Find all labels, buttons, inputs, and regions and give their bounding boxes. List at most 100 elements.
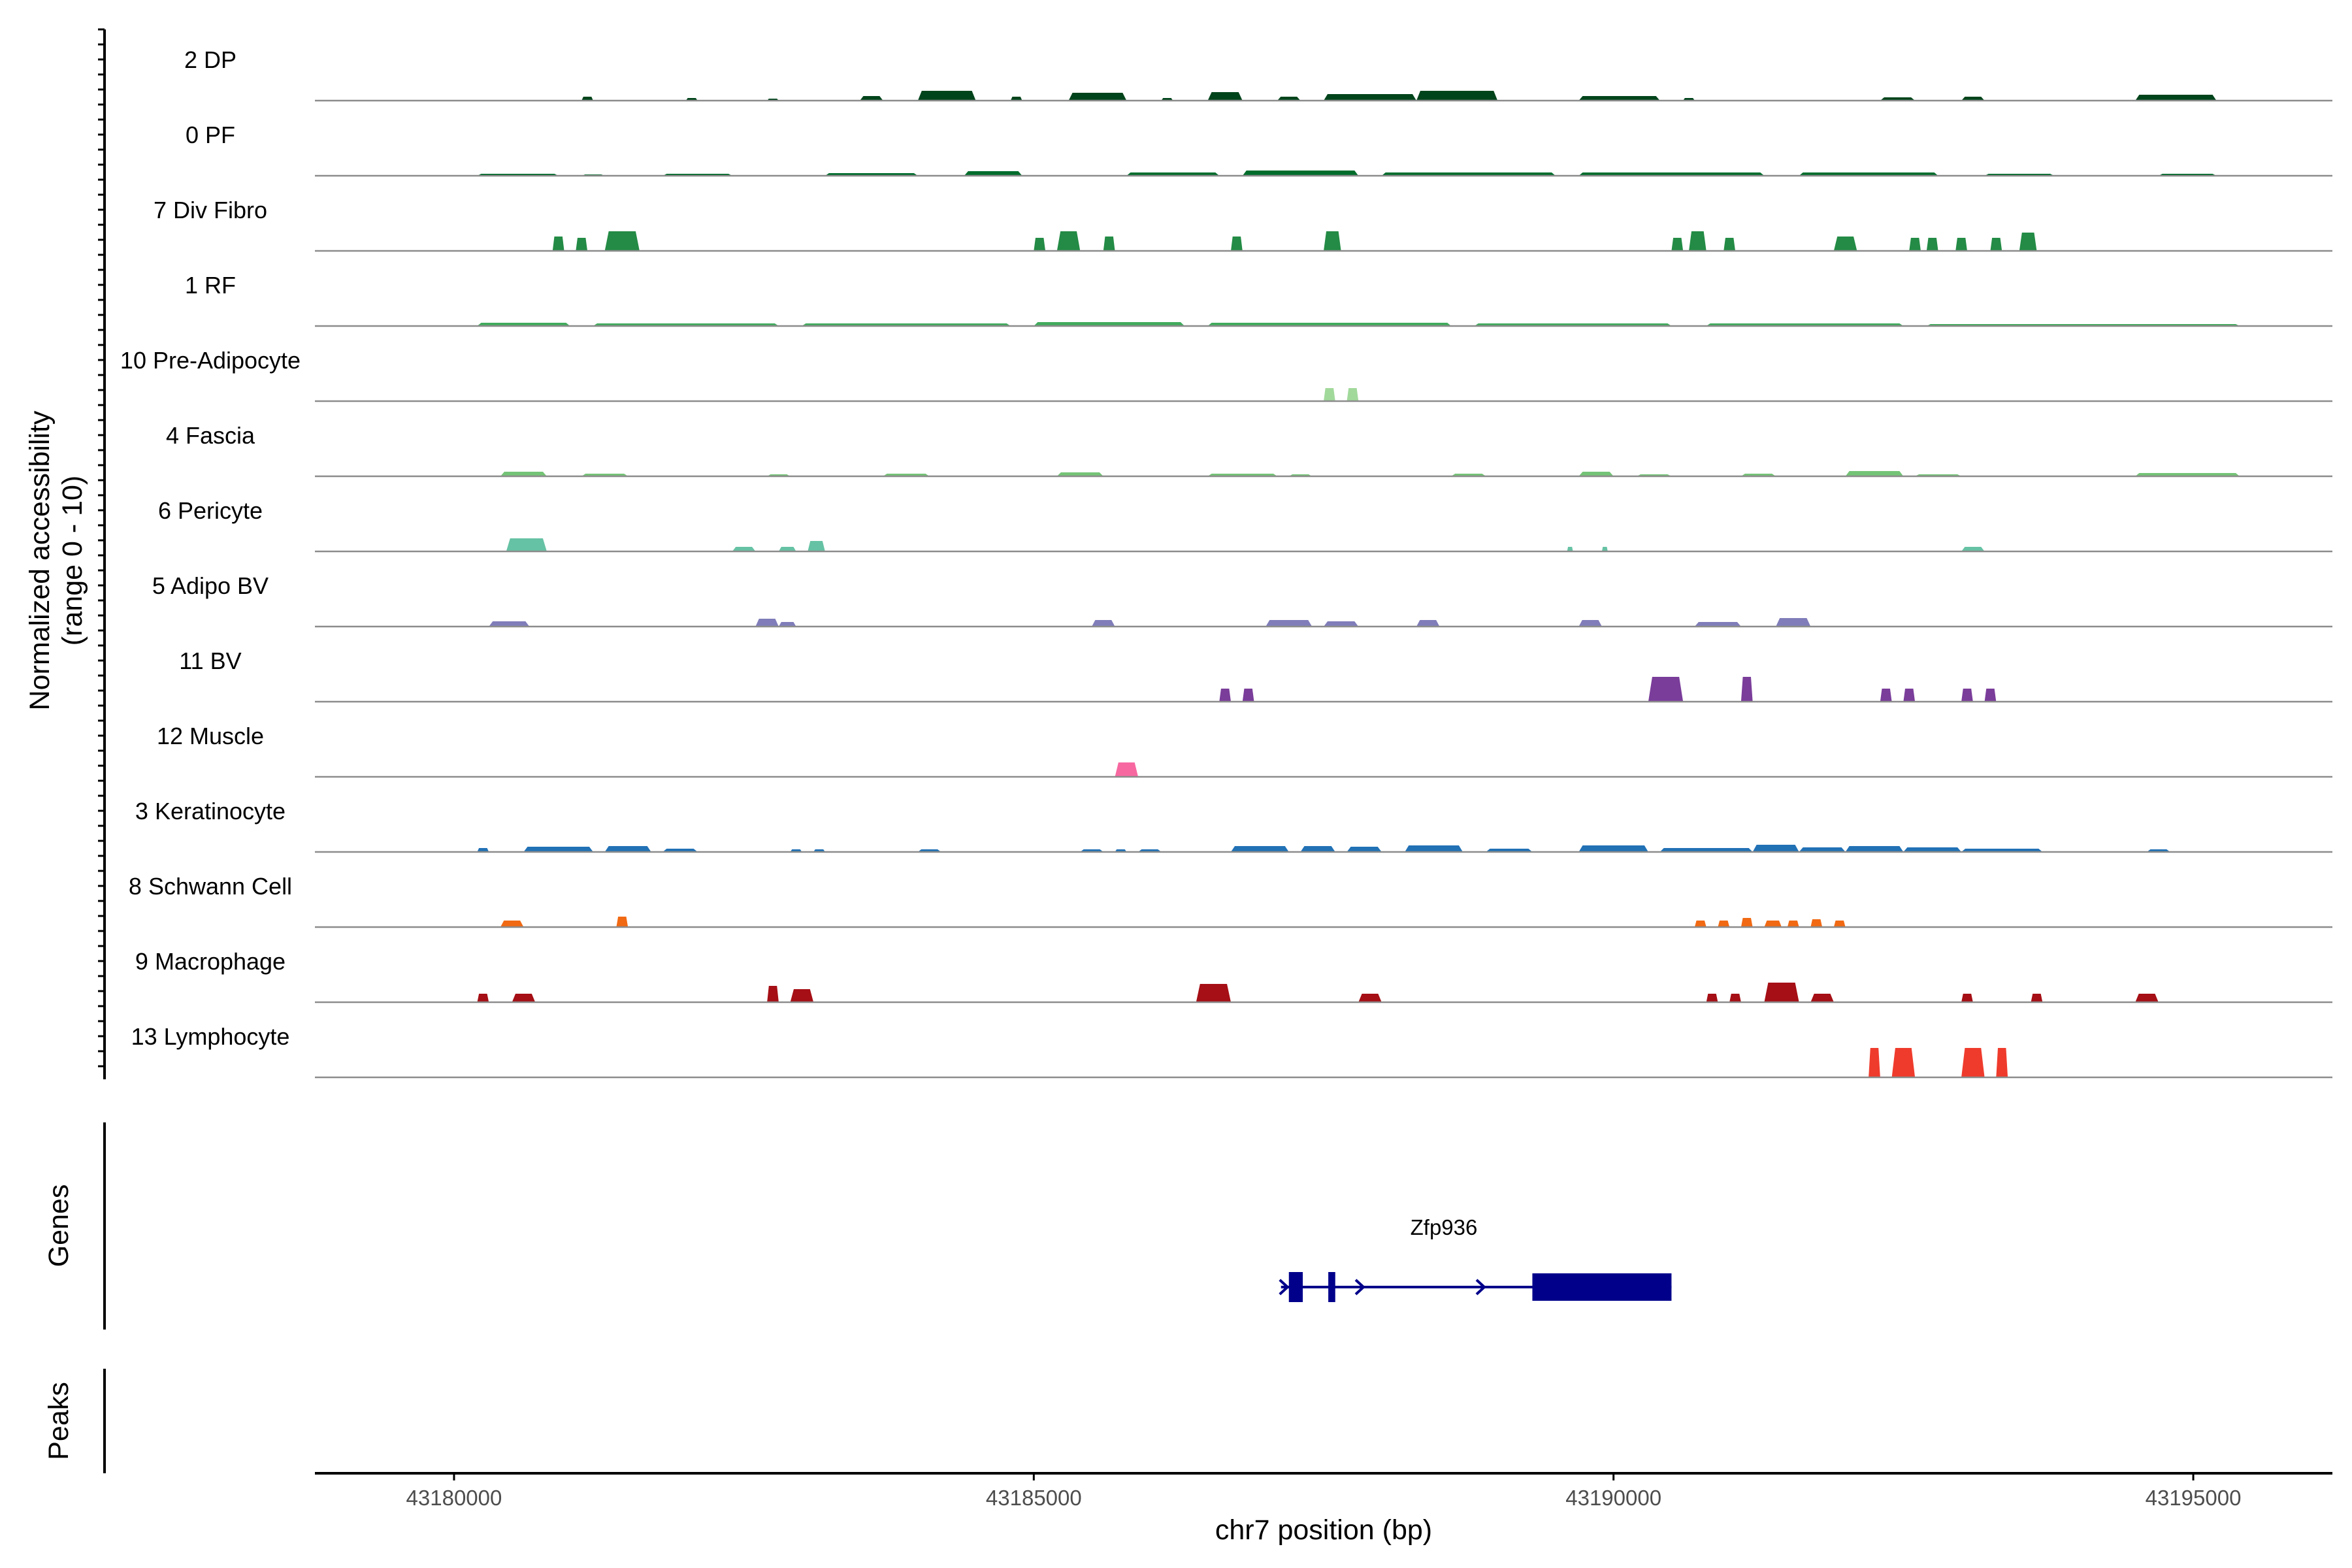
track-panel: 11 BV — [179, 647, 2332, 703]
accessibility-peak — [2135, 994, 2159, 1002]
accessibility-peak — [1984, 689, 1997, 702]
accessibility-peak — [477, 994, 489, 1002]
track-label: 3 Keratinocyte — [135, 798, 286, 825]
accessibility-peak — [1990, 238, 2002, 251]
accessibility-peak — [1578, 845, 1648, 852]
accessibility-peak — [2019, 233, 2037, 251]
accessibility-peak — [767, 986, 779, 1002]
accessibility-peak — [1300, 846, 1335, 852]
accessibility-peak — [523, 847, 593, 852]
accessibility-peak — [1961, 1048, 1985, 1077]
accessibility-peak — [1752, 845, 1799, 852]
track-panel: 0 PF — [186, 122, 2332, 177]
strand-arrow — [1475, 1279, 1486, 1296]
accessibility-peak — [1601, 547, 1608, 551]
accessibility-peak — [1776, 618, 1811, 627]
accessibility-peak — [1706, 994, 1718, 1002]
accessibility-peak — [1961, 689, 1973, 702]
track-panel: 4 Fascia — [166, 422, 2332, 478]
accessibility-peak — [1648, 677, 1684, 702]
accessibility-peak — [1764, 921, 1782, 927]
accessibility-peak — [1891, 1048, 1916, 1077]
track-label: 0 PF — [186, 122, 235, 148]
accessibility-peak — [1869, 1048, 1880, 1077]
accessibility-peak — [1231, 846, 1289, 852]
peaks-label: Peaks — [43, 1382, 74, 1460]
gene-exon — [1328, 1272, 1335, 1302]
accessibility-peak — [1324, 388, 1335, 401]
accessibility-peak — [552, 237, 564, 251]
accessibility-peak — [1405, 845, 1463, 852]
y-axis — [98, 28, 106, 1079]
accessibility-peak — [860, 96, 883, 101]
accessibility-peak — [1833, 921, 1846, 927]
accessibility-peak — [604, 846, 651, 852]
accessibility-peak — [1092, 620, 1115, 627]
accessibility-peak — [1694, 622, 1741, 627]
track-panels: 2 DP 0 PF 7 Div Fibro 1 RF 10 Pre-Adipocyte 4… — [120, 46, 2332, 1079]
track-label: 2 DP — [184, 46, 237, 73]
genes-label: Genes — [43, 1184, 74, 1267]
accessibility-peak — [1056, 472, 1103, 476]
strand-arrow — [1354, 1279, 1365, 1296]
accessibility-peak — [732, 547, 756, 551]
x-axis: 43180000 43185000 43190000 43195000 — [406, 1473, 2241, 1510]
accessibility-peak — [576, 238, 588, 251]
accessibility-peak — [1926, 238, 1938, 251]
accessibility-peak — [581, 97, 593, 101]
track-label: 13 Lymphocyte — [131, 1023, 290, 1050]
x-axis-tick-label: 43190000 — [1565, 1486, 1661, 1510]
accessibility-peak — [1266, 620, 1313, 627]
accessibility-peak — [1955, 238, 1967, 251]
accessibility-peak — [477, 848, 489, 852]
accessibility-peak — [1810, 994, 1834, 1002]
accessibility-peak — [1764, 983, 1799, 1002]
accessibility-peak — [500, 472, 547, 476]
accessibility-peak — [1347, 847, 1382, 852]
accessibility-peak — [1961, 97, 1985, 101]
accessibility-peak — [1996, 1048, 2008, 1077]
accessibility-peak — [512, 994, 536, 1002]
accessibility-peak — [1723, 238, 1736, 251]
accessibility-peak — [778, 547, 796, 551]
track-label: 4 Fascia — [166, 422, 255, 449]
accessibility-peak — [808, 541, 825, 551]
accessibility-peak — [1718, 921, 1730, 927]
track-panel: 1 RF — [185, 272, 2332, 327]
accessibility-peak — [1068, 93, 1127, 101]
y-axis-label-line2: (range 0 - 10) — [57, 476, 88, 646]
gene-exon — [1288, 1272, 1303, 1302]
accessibility-peak — [778, 622, 796, 627]
accessibility-peak — [1115, 762, 1139, 777]
accessibility-peak — [500, 921, 524, 927]
accessibility-peak — [1671, 238, 1684, 251]
track-panel: 2 DP — [184, 46, 2332, 102]
accessibility-peak — [2031, 994, 2043, 1002]
accessibility-peak — [1694, 921, 1707, 927]
track-label: 7 Div Fibro — [154, 197, 267, 223]
track-panel: 8 Schwann Cell — [129, 873, 2332, 928]
track-label: 6 Pericyte — [158, 497, 263, 524]
accessibility-peak — [1324, 94, 1416, 101]
accessibility-peak — [1034, 322, 1185, 326]
accessibility-peak — [1324, 621, 1359, 627]
track-panel: 6 Pericyte — [158, 497, 2332, 553]
accessibility-peak — [1833, 237, 1857, 251]
accessibility-peak — [1961, 547, 1985, 551]
x-axis-label: chr7 position (bp) — [1215, 1514, 1432, 1546]
accessibility-peak — [1578, 620, 1602, 627]
accessibility-peak — [1347, 388, 1359, 401]
accessibility-peak — [755, 619, 779, 627]
accessibility-peak — [1416, 91, 1498, 101]
accessibility-peak — [917, 91, 976, 101]
accessibility-peak — [1740, 918, 1753, 927]
track-panel: 3 Keratinocyte — [135, 798, 2332, 853]
track-label: 9 Macrophage — [135, 948, 286, 975]
accessibility-peak — [1196, 984, 1232, 1002]
accessibility-peak — [1799, 847, 1846, 852]
accessibility-peak — [1689, 231, 1707, 251]
gene-name-label: Zfp936 — [1411, 1215, 1478, 1239]
accessibility-peak — [1034, 238, 1046, 251]
accessibility-peak — [1909, 238, 1921, 251]
